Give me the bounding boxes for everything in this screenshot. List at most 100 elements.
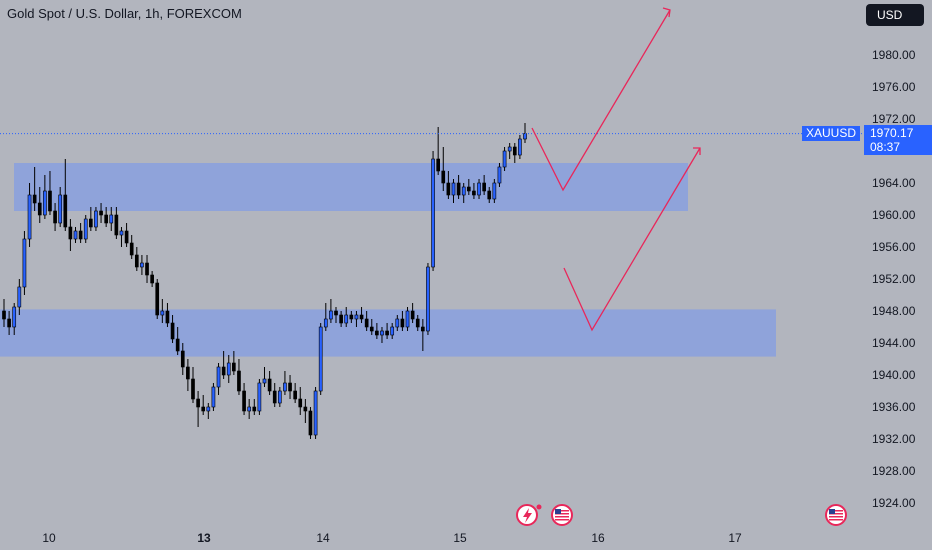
- candle: [211, 383, 216, 411]
- symbol-label: XAUUSD: [802, 126, 860, 141]
- candle: [104, 207, 108, 227]
- candle-body: [364, 318, 369, 328]
- y-tick-label: 1980.00: [872, 48, 916, 62]
- candle-body: [400, 318, 405, 328]
- candle-body: [344, 314, 349, 324]
- candle-body: [461, 186, 466, 196]
- candle-body: [385, 330, 389, 336]
- candle-body: [7, 318, 11, 328]
- candle-body: [48, 190, 52, 212]
- candle: [145, 255, 149, 283]
- candle-body: [329, 310, 333, 320]
- candle: [262, 367, 267, 387]
- candle-body: [140, 262, 144, 268]
- us-flag-event-icon[interactable]: [825, 504, 847, 526]
- candle: [441, 147, 446, 191]
- candle: [364, 311, 369, 331]
- candle-body: [27, 194, 32, 240]
- candle-body: [277, 390, 282, 404]
- candle: [380, 327, 384, 343]
- candle-body: [211, 386, 216, 408]
- candle: [257, 379, 262, 415]
- candle: [129, 235, 134, 259]
- candle: [32, 167, 37, 211]
- x-tick-label: 13: [197, 531, 211, 545]
- candle: [191, 367, 195, 403]
- candle: [507, 143, 512, 159]
- candle: [518, 135, 522, 159]
- candle-body: [73, 230, 78, 240]
- y-tick-label: 1948.00: [872, 304, 916, 318]
- candle: [119, 227, 124, 247]
- candle: [308, 407, 313, 439]
- candle: [303, 399, 308, 423]
- candle-body: [206, 406, 211, 412]
- candle: [48, 171, 52, 215]
- us-flag-event-icon[interactable]: [551, 504, 573, 526]
- candle-body: [134, 254, 139, 268]
- candle-body: [487, 190, 492, 200]
- candle-body: [415, 318, 420, 328]
- candle-body: [426, 266, 430, 332]
- candle-body: [518, 138, 522, 156]
- candle: [277, 387, 282, 407]
- candle-body: [226, 362, 231, 376]
- candle: [466, 179, 471, 195]
- candle: [492, 179, 497, 203]
- upper-zone-rect[interactable]: [14, 163, 688, 211]
- candle-body: [216, 366, 221, 388]
- candle-body: [492, 182, 497, 200]
- candle: [354, 311, 359, 327]
- candle: [395, 315, 400, 331]
- candle: [22, 231, 27, 295]
- upper-projection-path[interactable]: [531, 9, 671, 192]
- candle: [267, 371, 272, 395]
- y-tick-label: 1972.00: [872, 112, 916, 126]
- candle-body: [410, 310, 415, 320]
- candle-body: [257, 382, 262, 412]
- candle-body: [175, 338, 180, 352]
- candle-body: [507, 146, 512, 152]
- candle: [293, 383, 297, 403]
- candle: [252, 399, 257, 415]
- candle-body: [431, 158, 435, 268]
- candle-body: [298, 398, 303, 408]
- candle: [436, 127, 440, 175]
- candle-body: [150, 274, 154, 284]
- candle-body: [129, 242, 134, 256]
- candle-body: [446, 182, 451, 196]
- candle-body: [472, 190, 476, 196]
- candle-body: [180, 350, 185, 368]
- currency-button[interactable]: USD: [866, 4, 924, 26]
- candle-body: [482, 182, 486, 192]
- candle-body: [37, 202, 42, 216]
- y-tick-label: 1932.00: [872, 432, 916, 446]
- candle: [206, 403, 211, 419]
- candle-body: [477, 182, 481, 196]
- y-tick-label: 1924.00: [872, 496, 916, 510]
- candle-body: [22, 238, 27, 288]
- last-price-value: 1970.17: [870, 126, 914, 140]
- candle-body: [308, 410, 313, 436]
- candle-body: [323, 318, 328, 328]
- lower-projection-path[interactable]: [563, 147, 701, 332]
- candle: [68, 219, 73, 251]
- candle-body: [267, 378, 272, 392]
- candle: [150, 271, 154, 287]
- candle-body: [68, 226, 73, 240]
- candle: [226, 355, 231, 383]
- candle: [288, 375, 292, 399]
- candle-body: [124, 230, 129, 244]
- candle: [334, 307, 338, 323]
- candle-body: [293, 390, 297, 400]
- candle: [155, 279, 160, 319]
- y-tick-label: 1944.00: [872, 336, 916, 350]
- candle-body: [119, 230, 124, 236]
- candle: [359, 307, 364, 323]
- last-price-label: 1970.17 08:37: [864, 125, 932, 155]
- candle-body: [512, 146, 517, 156]
- x-tick-label: 15: [453, 531, 467, 545]
- candle: [140, 255, 144, 275]
- candle-body: [451, 182, 456, 196]
